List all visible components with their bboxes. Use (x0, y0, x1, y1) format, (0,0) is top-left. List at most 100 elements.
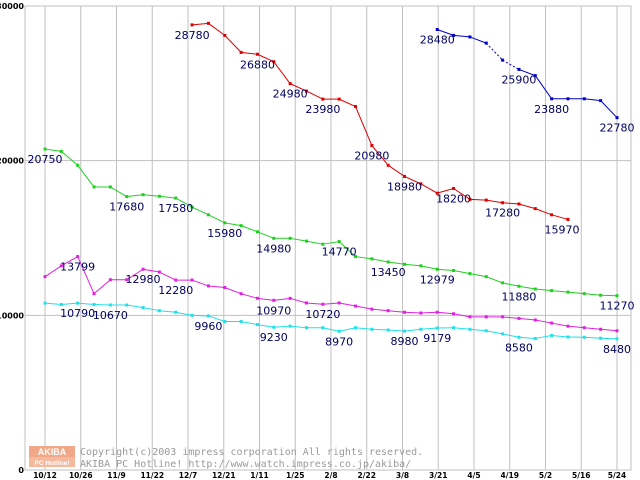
series-segment (404, 328, 421, 332)
series-segment (437, 268, 454, 271)
series-segment (273, 325, 291, 328)
series-segment (273, 297, 291, 301)
series-segment (224, 287, 242, 295)
data-point (484, 41, 488, 45)
series-segment (567, 325, 585, 329)
data-point (452, 326, 456, 330)
series-segment (518, 336, 536, 340)
data-label: 23880 (534, 103, 569, 116)
data-point (125, 303, 129, 307)
data-point (92, 185, 96, 189)
data-point (141, 267, 145, 271)
series-segment (584, 293, 601, 296)
data-point (190, 205, 194, 209)
data-point (599, 327, 603, 331)
data-point (435, 191, 439, 195)
data-labels: 28780 26880 24980 23980 20980 18980 18200 17280… (28, 29, 635, 356)
series-segment (535, 288, 552, 292)
data-label: 8970 (325, 335, 353, 348)
x-tick-label: 10/12 (33, 471, 57, 480)
x-tick-label: 11/22 (140, 471, 164, 480)
x-tick-label: 5/24 (608, 471, 626, 480)
series-segment (535, 208, 552, 216)
data-point (59, 149, 63, 153)
series-segment (77, 302, 95, 306)
x-tick-label: 2/22 (358, 471, 376, 480)
data-point (566, 324, 570, 328)
series-segment (486, 199, 503, 204)
data-label: 12280 (158, 284, 193, 297)
series-segment (534, 75, 553, 100)
data-point (43, 301, 47, 305)
data-label: 20750 (28, 153, 63, 166)
data-point (468, 35, 472, 39)
data-label: 12980 (126, 273, 161, 286)
series-segment (437, 311, 454, 315)
series-segment (518, 285, 536, 290)
series-segment (339, 302, 356, 307)
data-label: 18980 (387, 180, 422, 193)
series-segment (453, 188, 471, 200)
data-point (223, 221, 227, 225)
x-tick-label: 4/5 (467, 471, 480, 480)
series-segment (486, 330, 503, 335)
series-segment (388, 310, 405, 313)
data-point (255, 323, 259, 327)
data-label: 10790 (60, 307, 95, 320)
data-label: 11880 (501, 290, 536, 303)
data-point (354, 105, 358, 109)
data-point (321, 302, 325, 306)
data-point (386, 309, 390, 313)
series-segment (191, 206, 209, 216)
series-segment (240, 225, 258, 233)
series-segment (600, 100, 618, 119)
series-segment (257, 297, 274, 301)
series-segment (44, 302, 62, 306)
data-point (59, 264, 63, 268)
series-segment (388, 261, 405, 265)
series-segment (338, 241, 356, 257)
series-segment (486, 276, 503, 284)
series-segment (518, 317, 536, 321)
data-label: 8480 (603, 343, 631, 356)
data-label: 9230 (260, 331, 288, 344)
series-segment (322, 327, 340, 332)
x-tick-label: 2/8 (324, 471, 337, 480)
data-label: 10720 (305, 308, 340, 321)
x-tick-label: 3/21 (429, 471, 447, 480)
series-segment (404, 311, 421, 314)
data-point (223, 33, 227, 37)
series-segment (208, 214, 225, 224)
y-tick-label: 20000 (0, 157, 24, 166)
data-point (599, 99, 603, 103)
series-segment (77, 165, 95, 188)
series-segment (44, 265, 62, 278)
data-point (550, 213, 554, 217)
data-point (239, 320, 243, 324)
data-point (403, 174, 407, 178)
series-segment (437, 29, 454, 36)
data-point (582, 335, 586, 339)
data-point (108, 303, 112, 307)
data-point (157, 270, 161, 274)
series-segment (567, 291, 585, 295)
data-point (288, 296, 292, 300)
series-segment (192, 22, 209, 26)
series-segment (355, 256, 372, 260)
series-segment (240, 293, 258, 299)
series-segment (469, 328, 487, 332)
data-point (582, 292, 586, 296)
data-point (223, 320, 227, 324)
series-segment (192, 314, 209, 317)
data-label: 22780 (600, 122, 635, 135)
data-point (370, 144, 374, 148)
series-segment (453, 269, 471, 275)
data-point (206, 213, 210, 217)
series-segment (387, 164, 405, 177)
data-point (354, 326, 358, 330)
series-segment (355, 106, 373, 146)
series-segment (404, 175, 422, 185)
series-segment (142, 268, 160, 273)
data-point (386, 260, 390, 264)
x-tick-label: 4/19 (501, 471, 519, 480)
